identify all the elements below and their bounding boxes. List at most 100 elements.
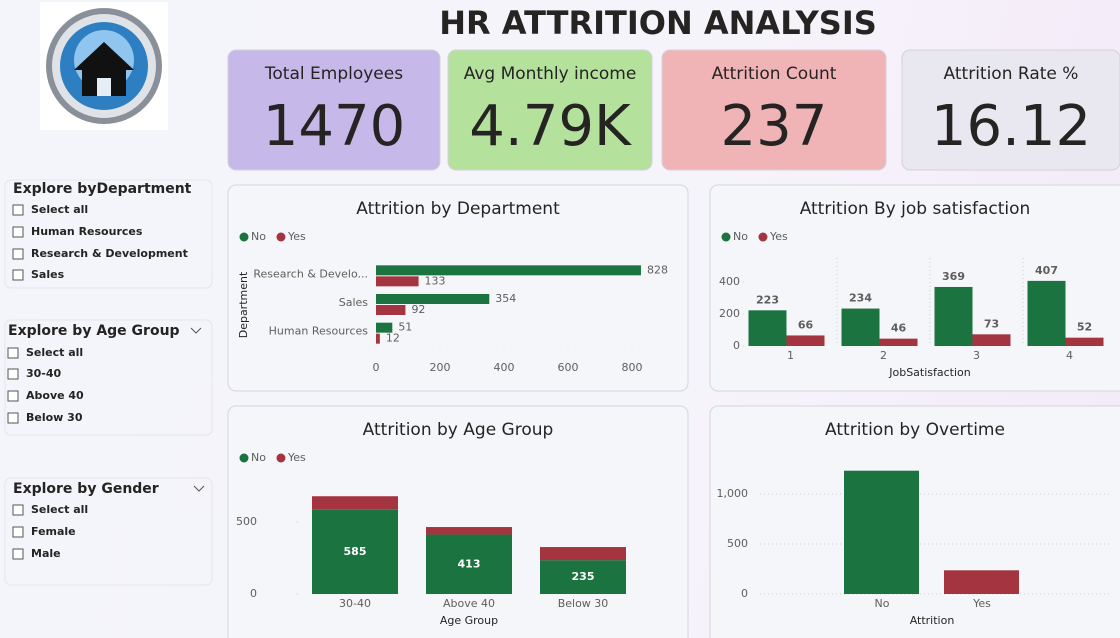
x-tick-label: Above 40 xyxy=(443,597,495,610)
bar xyxy=(748,310,787,346)
bar xyxy=(1065,337,1104,346)
bar xyxy=(972,334,1011,346)
x-tick-label: Yes xyxy=(972,597,991,610)
y-tick-label: 0 xyxy=(741,587,748,600)
kpi-card xyxy=(901,49,1120,171)
checkbox[interactable] xyxy=(12,526,24,538)
chart-panel xyxy=(227,184,689,392)
checkbox[interactable] xyxy=(12,226,24,238)
checkbox[interactable] xyxy=(12,548,24,560)
legend-label: Yes xyxy=(287,451,306,464)
slicer-item[interactable]: Select all xyxy=(26,346,83,359)
y-tick-label: Research & Develo... xyxy=(253,267,368,280)
y-tick-label: Human Resources xyxy=(269,325,369,338)
chart-title: Attrition by Overtime xyxy=(825,420,1005,440)
page-title: HR ATTRITION ANALYSIS xyxy=(439,4,877,42)
checkbox[interactable] xyxy=(7,412,19,424)
x-axis-label: JobSatisfaction xyxy=(888,366,971,379)
slicer-item[interactable]: 30-40 xyxy=(26,367,62,380)
kpi-card xyxy=(227,49,441,171)
slicer-item[interactable]: Select all xyxy=(31,203,88,216)
slicer-item[interactable]: Male xyxy=(31,547,61,560)
slicer-item[interactable]: Above 40 xyxy=(26,389,84,402)
bar-segment xyxy=(426,534,512,594)
checkbox[interactable] xyxy=(12,504,24,516)
slicer-item[interactable]: Sales xyxy=(31,268,65,281)
x-tick-label: 2 xyxy=(880,349,887,362)
checkbox[interactable] xyxy=(7,347,19,359)
x-tick-label: Below 30 xyxy=(558,597,609,610)
legend-label: Yes xyxy=(287,230,306,243)
bar xyxy=(1027,280,1066,346)
x-tick-label: 800 xyxy=(622,361,643,374)
bar xyxy=(376,322,393,333)
bar-segment xyxy=(540,560,626,594)
slicer-item[interactable]: Select all xyxy=(31,503,88,516)
slicer-item[interactable]: Below 30 xyxy=(26,411,83,424)
x-axis-label: Age Group xyxy=(440,614,498,627)
y-tick-label: 0 xyxy=(250,587,257,600)
checkbox[interactable] xyxy=(7,368,19,380)
legend-dot xyxy=(758,232,768,242)
slicer-title: Explore by Gender xyxy=(13,481,159,497)
data-label: 66 xyxy=(798,318,814,331)
x-tick-label: 1 xyxy=(787,349,794,362)
bar xyxy=(786,335,825,346)
checkbox[interactable] xyxy=(12,248,24,260)
bar xyxy=(841,308,880,346)
slicer-item[interactable]: Female xyxy=(31,525,76,538)
kpi-card xyxy=(447,49,653,171)
data-label: 46 xyxy=(891,322,907,335)
bar xyxy=(376,265,641,276)
legend-label: No xyxy=(733,230,748,243)
chart-title: Attrition by Department xyxy=(356,199,560,219)
bar xyxy=(376,333,380,344)
chart: Attrition by Department No Yes Department 0 2… xyxy=(227,184,689,392)
y-tick-label: 1,000 xyxy=(717,487,749,500)
slicer-title: Explore by Age Group xyxy=(8,323,180,339)
y-tick-label: 200 xyxy=(719,307,740,320)
slicer-panel xyxy=(4,477,213,586)
x-tick-label: No xyxy=(875,597,890,610)
y-tick-label: 500 xyxy=(236,515,257,528)
slicer-title: Explore byDepartment xyxy=(13,181,192,197)
bar xyxy=(944,570,1019,594)
chart-title: Attrition by Age Group xyxy=(363,420,554,440)
x-tick-label: 0 xyxy=(373,361,380,374)
data-label: 12 xyxy=(386,332,400,345)
slicer-item[interactable]: Research & Development xyxy=(31,247,188,260)
bar-segment xyxy=(312,509,398,594)
checkbox[interactable] xyxy=(12,204,24,216)
x-axis-label: Attrition xyxy=(910,614,955,627)
legend-label: Yes xyxy=(769,230,788,243)
data-label: 234 xyxy=(849,292,872,305)
x-tick-label: 200 xyxy=(430,361,451,374)
slicer-panel xyxy=(4,319,213,436)
legend-label: No xyxy=(251,230,266,243)
data-label: 52 xyxy=(1077,321,1092,334)
chevron xyxy=(190,327,202,334)
y-axis-label: Department xyxy=(237,271,250,338)
chart-title: Attrition By job satisfaction xyxy=(800,199,1031,219)
data-label: 585 xyxy=(344,545,367,558)
bar xyxy=(879,338,918,346)
checkbox[interactable] xyxy=(7,390,19,402)
data-label: 354 xyxy=(495,292,516,305)
kpi-card xyxy=(661,49,887,171)
chart: Attrition by Overtime Attrition 0 500 1,000 N… xyxy=(709,405,1120,638)
kpi-label: Avg Monthly income xyxy=(464,64,637,84)
checkbox[interactable] xyxy=(12,269,24,281)
legend-dot xyxy=(239,453,249,463)
legend-dot xyxy=(276,232,286,242)
data-label: 223 xyxy=(756,293,779,306)
slicer-panel xyxy=(4,179,213,289)
bar xyxy=(844,470,919,594)
bar-segment xyxy=(540,547,626,561)
kpi-label: Attrition Count xyxy=(712,64,837,84)
x-tick-label: 3 xyxy=(973,349,980,362)
data-label: 51 xyxy=(398,321,412,334)
slicer-item[interactable]: Human Resources xyxy=(31,225,143,238)
x-tick-label: 30-40 xyxy=(339,597,371,610)
